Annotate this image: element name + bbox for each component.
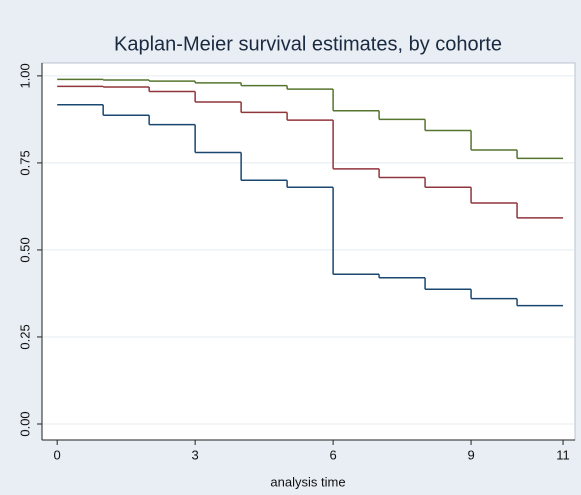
y-tick-label: 0.50 bbox=[17, 237, 32, 262]
y-tick-label: 0.75 bbox=[17, 150, 32, 175]
x-tick-label: 11 bbox=[556, 447, 570, 462]
x-tick-label: 6 bbox=[329, 447, 336, 462]
x-tick-label: 3 bbox=[192, 447, 199, 462]
chart-title: Kaplan-Meier survival estimates, by coho… bbox=[114, 33, 502, 55]
x-axis-label: analysis time bbox=[270, 474, 345, 489]
y-tick-label: 0.25 bbox=[17, 324, 32, 349]
x-tick-label: 0 bbox=[54, 447, 61, 462]
x-tick-label: 9 bbox=[467, 447, 474, 462]
plot-area bbox=[41, 62, 576, 441]
y-tick-label: 0.00 bbox=[17, 411, 32, 436]
y-tick-label: 1.00 bbox=[17, 63, 32, 88]
